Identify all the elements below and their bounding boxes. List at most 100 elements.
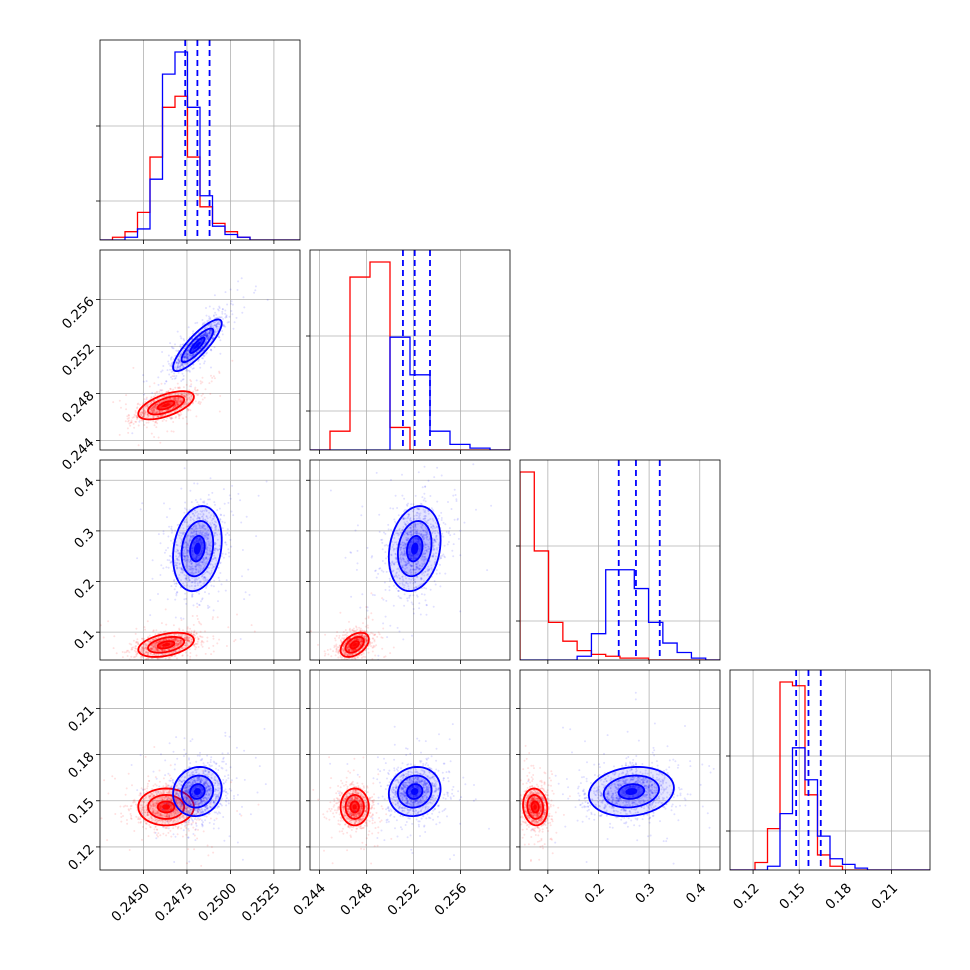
- sample-point: [154, 404, 157, 407]
- sample-point: [141, 646, 144, 649]
- sample-point: [144, 651, 147, 654]
- sample-point: [364, 617, 367, 620]
- sample-point: [127, 419, 130, 422]
- sample-point: [226, 303, 229, 306]
- sample-point: [179, 345, 182, 348]
- sample-point: [199, 363, 201, 365]
- sample-point: [206, 553, 208, 556]
- sample-point: [227, 551, 230, 554]
- sample-point: [161, 410, 163, 413]
- sample-point: [141, 419, 144, 422]
- sample-point: [201, 640, 204, 643]
- sample-point: [183, 555, 186, 558]
- sample-point: [216, 642, 219, 645]
- contour-line-red: [147, 395, 186, 416]
- sample-point: [186, 356, 189, 359]
- sample-point: [186, 398, 189, 401]
- sample-point: [175, 638, 178, 641]
- sample-point: [176, 638, 179, 641]
- sample-point: [202, 501, 204, 504]
- sample-point: [127, 431, 130, 434]
- sample-point: [218, 544, 221, 547]
- sample-point: [218, 325, 221, 328]
- sample-point: [177, 349, 180, 352]
- sample-point: [207, 553, 209, 556]
- sample-point: [142, 645, 145, 648]
- contour-line-red: [147, 636, 186, 654]
- sample-point: [177, 358, 180, 361]
- sample-point: [185, 550, 188, 553]
- sample-point: [141, 637, 144, 640]
- sample-point: [187, 348, 190, 351]
- sample-point: [173, 650, 176, 653]
- sample-point: [176, 365, 179, 368]
- sample-point: [180, 364, 183, 366]
- sample-point: [146, 620, 149, 623]
- sample-point: [194, 566, 197, 569]
- sample-point: [166, 598, 169, 601]
- sample-point: [197, 563, 200, 566]
- sample-point: [142, 374, 145, 377]
- sample-point: [151, 643, 154, 646]
- sample-point: [186, 422, 189, 425]
- sample-point: [197, 638, 200, 641]
- sample-point: [155, 654, 158, 657]
- sample-point: [182, 403, 185, 406]
- sample-point: [204, 333, 207, 335]
- sample-point: [176, 403, 179, 406]
- sample-point: [175, 400, 178, 403]
- sample-point: [186, 554, 189, 557]
- sample-point: [179, 353, 182, 356]
- sample-point: [191, 353, 194, 356]
- sample-point: [189, 360, 192, 363]
- sample-point: [187, 636, 190, 639]
- sample-point: [132, 366, 135, 369]
- sample-point: [219, 395, 222, 397]
- sample-point: [334, 661, 336, 663]
- sample-point: [199, 630, 202, 633]
- sample-point: [159, 401, 162, 404]
- sample-point: [179, 399, 182, 402]
- sample-point: [142, 648, 145, 651]
- sample-point: [166, 369, 169, 372]
- sample-point: [189, 519, 192, 522]
- sample-point: [230, 300, 233, 303]
- sample-point: [174, 638, 177, 641]
- sample-point: [192, 353, 195, 356]
- sample-point: [202, 334, 204, 337]
- sample-point: [137, 402, 140, 405]
- sample-point: [194, 578, 197, 581]
- sample-point: [172, 638, 175, 641]
- sample-point: [132, 646, 135, 649]
- sample-point: [206, 636, 209, 639]
- sample-point: [197, 571, 200, 574]
- sample-point: [158, 641, 161, 643]
- sample-point: [207, 333, 210, 336]
- sample-point: [192, 363, 195, 366]
- sample-point: [195, 415, 198, 418]
- sample-point: [184, 663, 186, 665]
- sample-point: [130, 655, 133, 658]
- sample-point: [180, 406, 183, 409]
- sample-point: [187, 525, 190, 527]
- sample-point: [175, 402, 178, 405]
- sample-point: [210, 374, 212, 377]
- sample-point: [191, 534, 194, 537]
- sample-point: [205, 332, 208, 335]
- sample-point: [189, 409, 192, 412]
- sample-point: [133, 656, 135, 659]
- sample-point: [146, 405, 149, 408]
- sample-point: [154, 421, 157, 424]
- sample-point: [202, 557, 204, 560]
- sample-point: [202, 334, 205, 337]
- sample-point: [149, 665, 151, 667]
- sample-point: [192, 532, 195, 534]
- sample-point: [219, 352, 222, 355]
- sample-point: [221, 333, 224, 336]
- sample-point: [183, 355, 185, 358]
- sample-point: [145, 396, 148, 399]
- sample-point: [180, 393, 183, 396]
- hist-blue-p2: [520, 569, 720, 660]
- sample-point: [192, 633, 195, 636]
- sample-point: [197, 570, 200, 573]
